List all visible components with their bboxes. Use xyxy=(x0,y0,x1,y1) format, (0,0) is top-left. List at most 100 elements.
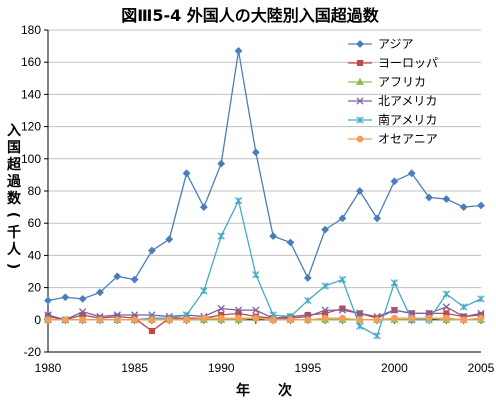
data-point xyxy=(269,316,277,324)
data-point xyxy=(130,275,139,284)
data-point xyxy=(442,314,450,322)
legend-item: アフリカ xyxy=(348,75,426,89)
data-point xyxy=(252,271,260,279)
data-point xyxy=(79,316,87,324)
y-axis-label-char: 入 xyxy=(7,123,21,139)
data-point xyxy=(96,288,104,297)
data-point xyxy=(131,316,138,324)
data-point xyxy=(373,316,381,324)
data-point-stroke xyxy=(321,306,329,314)
data-point xyxy=(61,316,69,324)
data-point xyxy=(442,290,451,298)
y-tick-label: 60 xyxy=(28,216,42,230)
data-point xyxy=(477,201,485,210)
data-point xyxy=(338,214,347,223)
data-point xyxy=(235,314,242,322)
legend-item: アジア xyxy=(348,37,414,51)
data-point xyxy=(113,272,122,281)
data-point xyxy=(407,169,416,178)
x-tick-label: 2000 xyxy=(381,361,408,375)
data-point xyxy=(356,322,364,330)
data-point xyxy=(217,304,225,313)
legend-marker-stroke xyxy=(356,97,364,105)
legend-item: 北アメリカ xyxy=(348,94,437,108)
legend-item: ヨーロッパ xyxy=(348,56,438,70)
x-tick-label: 1985 xyxy=(121,361,148,375)
legend-marker xyxy=(356,135,364,143)
data-point xyxy=(182,169,191,178)
y-tick-label: 160 xyxy=(21,55,41,69)
data-point xyxy=(234,197,243,205)
data-point-stroke xyxy=(477,309,485,318)
data-point xyxy=(459,203,468,212)
data-point xyxy=(217,232,225,240)
x-tick-label: 1980 xyxy=(35,361,62,375)
data-point xyxy=(217,314,225,322)
legend-marker xyxy=(356,116,364,124)
data-point xyxy=(200,314,208,322)
data-point xyxy=(113,316,121,324)
data-point xyxy=(234,47,243,55)
data-point xyxy=(442,195,451,203)
data-point xyxy=(148,311,156,319)
data-point xyxy=(425,314,433,322)
data-point-stroke xyxy=(234,306,243,314)
data-point xyxy=(390,177,399,186)
data-point xyxy=(78,308,87,316)
data-point xyxy=(408,314,416,322)
data-point xyxy=(44,316,52,324)
y-tick-label: 20 xyxy=(28,281,42,295)
data-point xyxy=(321,282,329,290)
data-point xyxy=(287,316,294,324)
data-point xyxy=(355,187,364,195)
chart-title: 図Ⅲ5-4 外国人の大陸別入国超過数 xyxy=(121,6,380,25)
y-axis-label-char: 超 xyxy=(6,156,22,173)
data-point xyxy=(286,238,295,247)
legend-label: アフリカ xyxy=(378,75,426,89)
data-point xyxy=(183,316,190,324)
data-point xyxy=(78,294,87,303)
legend-label: オセアニア xyxy=(378,132,438,146)
data-point xyxy=(96,316,104,324)
y-axis-label-char: 国 xyxy=(7,140,21,156)
data-point xyxy=(477,314,485,322)
data-point xyxy=(339,314,346,322)
data-point xyxy=(304,316,312,324)
legend-label: アジア xyxy=(378,37,414,51)
data-point-stroke xyxy=(390,306,399,314)
data-point-stroke xyxy=(217,304,225,313)
data-point xyxy=(390,306,399,314)
data-point xyxy=(460,303,468,311)
data-point xyxy=(61,293,70,302)
data-point-stroke xyxy=(425,309,433,318)
x-tick-label: 2005 xyxy=(468,361,495,375)
y-axis-label-char: 数 xyxy=(7,190,22,207)
y-axis-label-char: 人 xyxy=(7,241,22,258)
data-point xyxy=(373,214,381,223)
data-point-stroke xyxy=(78,308,87,316)
data-point xyxy=(148,316,156,324)
data-point xyxy=(148,246,156,255)
data-point-stroke xyxy=(442,303,451,311)
data-point xyxy=(303,274,312,282)
legend-item: 南アメリカ xyxy=(348,112,437,127)
legend-marker xyxy=(355,77,365,86)
data-point xyxy=(217,159,226,168)
data-point-stroke xyxy=(148,311,156,319)
data-point xyxy=(321,314,329,322)
data-point xyxy=(252,306,260,314)
data-point xyxy=(252,314,260,322)
axis-layer: -20 0 20 40 60 80 100 120 140 160 180 1980 1985 1990 1… xyxy=(21,23,495,375)
data-point-stroke xyxy=(252,306,260,314)
y-axis-label-char: ) xyxy=(5,263,21,269)
data-point xyxy=(460,316,468,324)
x-tick-label: 1990 xyxy=(208,361,235,375)
data-point xyxy=(425,193,433,202)
y-axis-label-char: 過 xyxy=(6,174,22,190)
y-axis-label-char: 千 xyxy=(7,224,21,241)
data-point xyxy=(442,303,451,311)
x-axis-label: 年 次 xyxy=(236,382,292,399)
series-layer xyxy=(43,47,486,340)
data-point-stroke xyxy=(338,306,347,314)
